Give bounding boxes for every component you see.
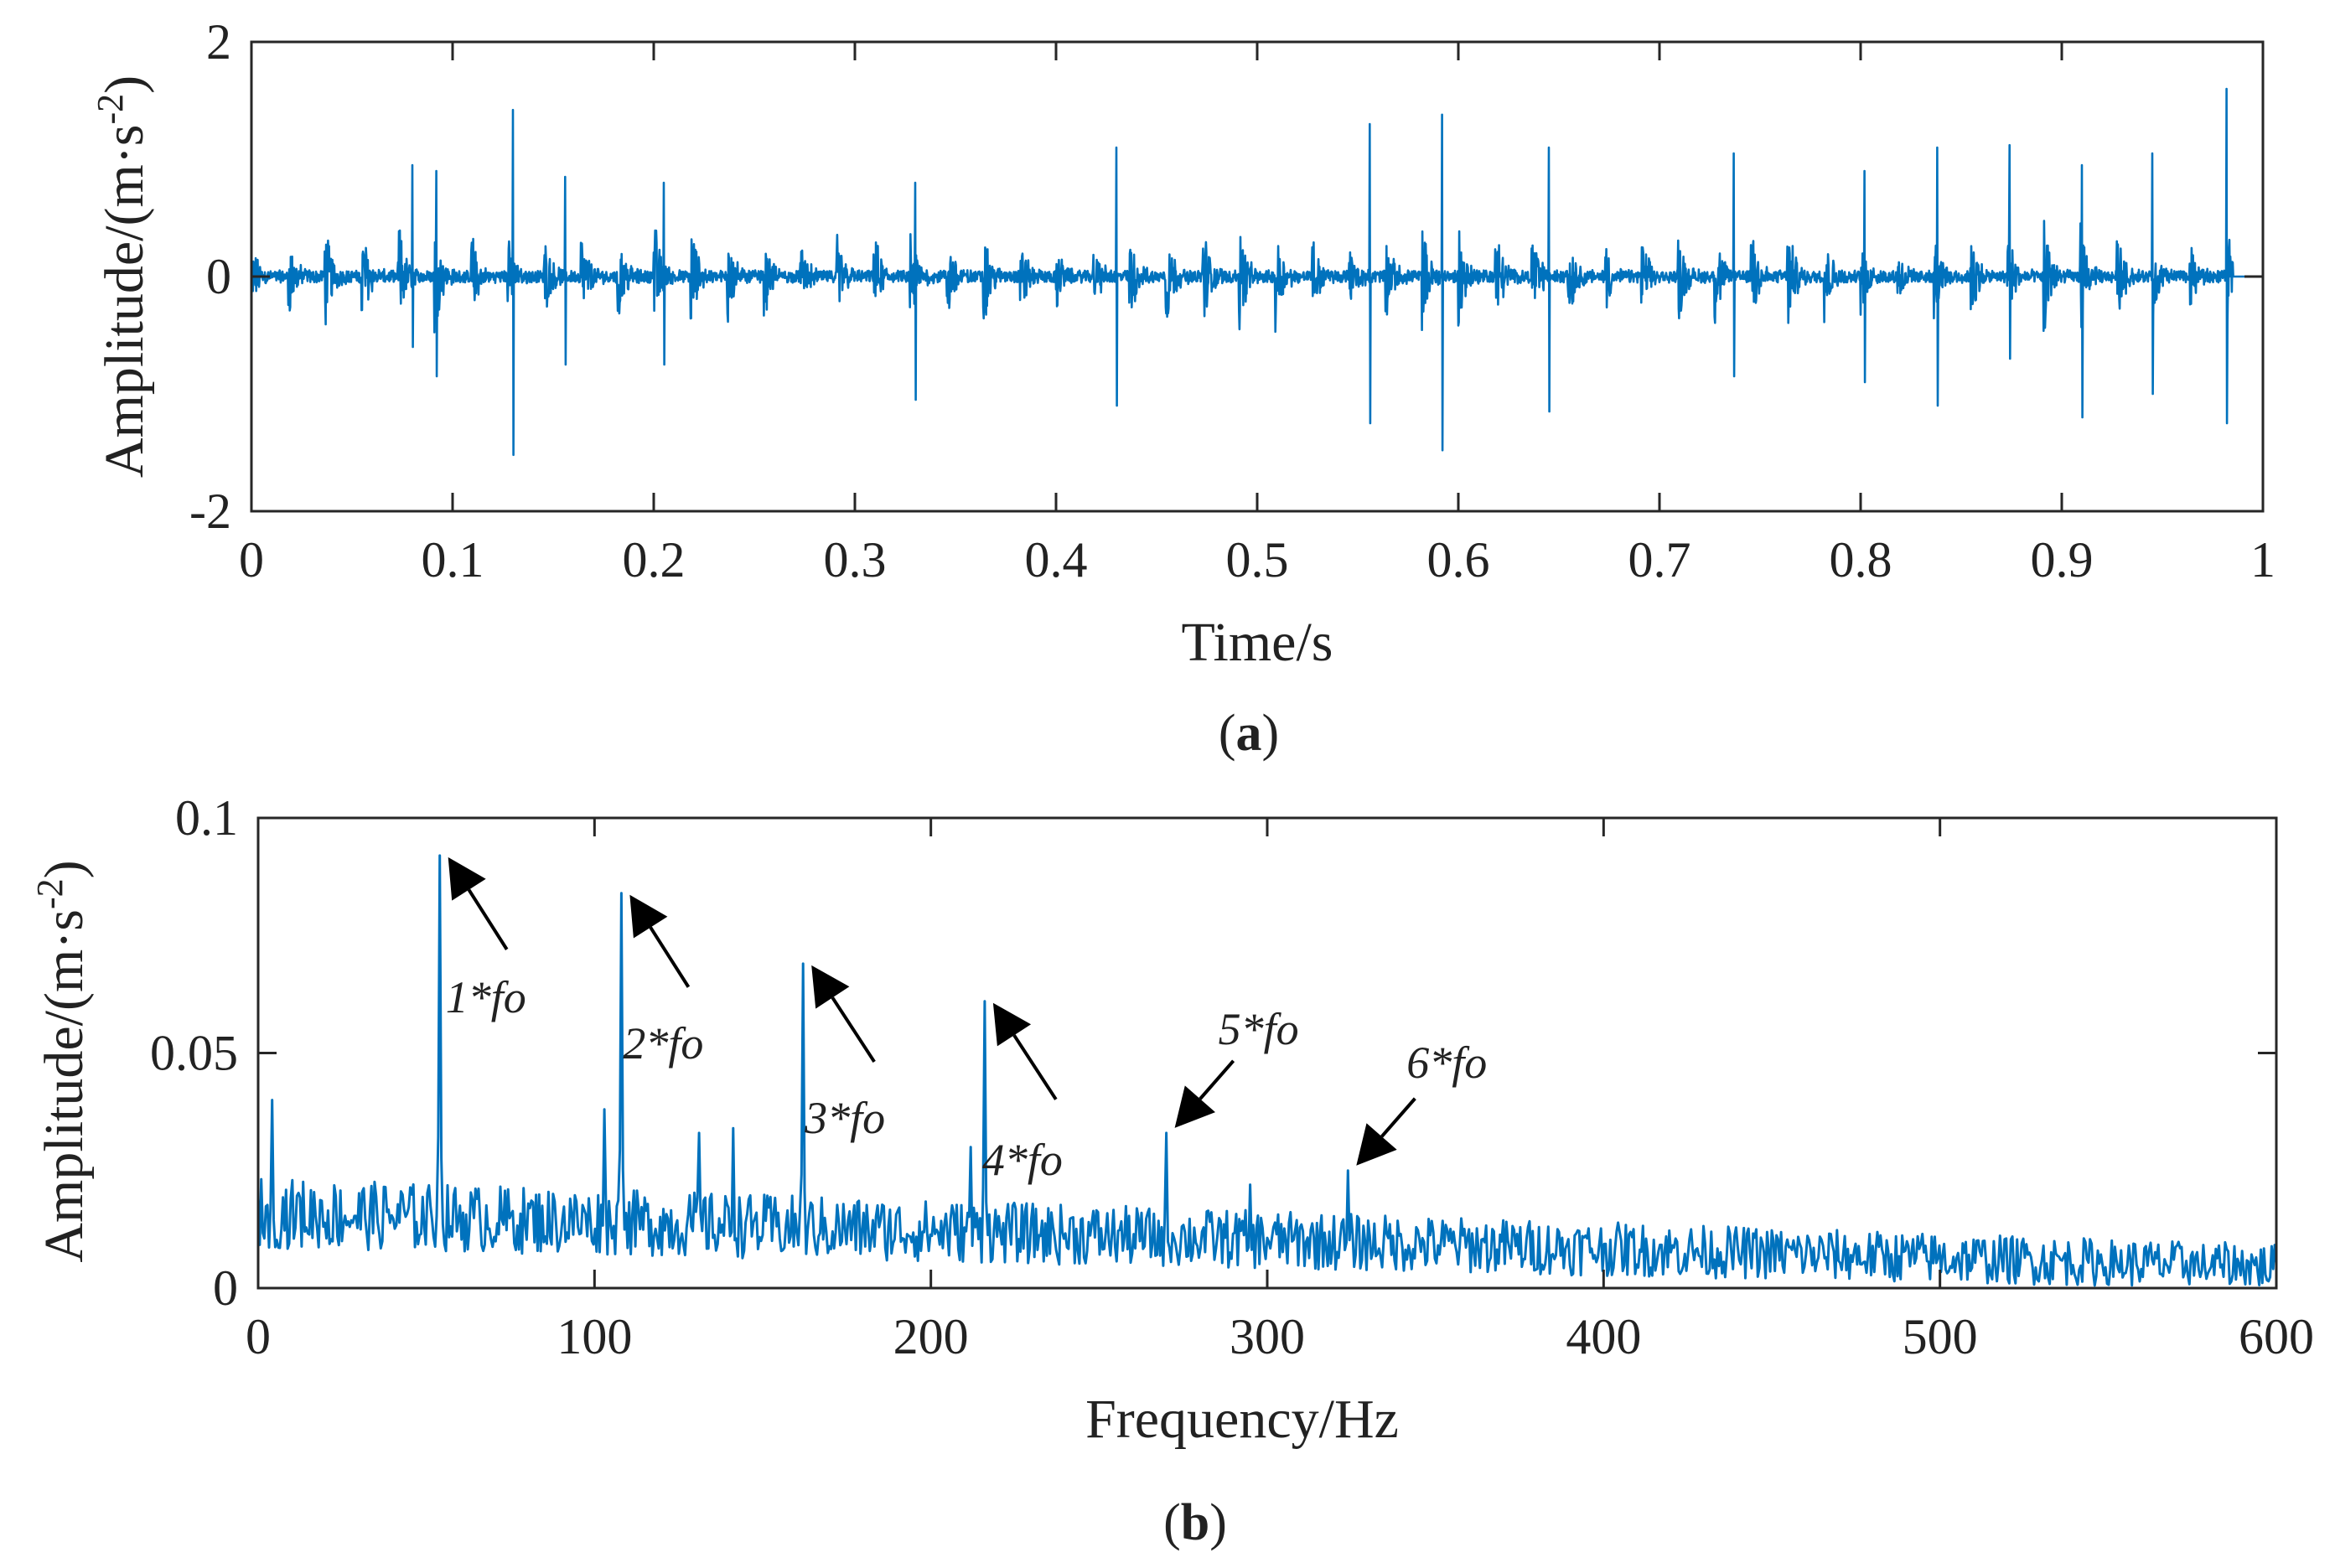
- panel-a-x-tick-label: 0.7: [1628, 532, 1691, 587]
- panel-a-x-tick-label: 0.3: [824, 532, 887, 587]
- panel-a-y-tick-label: 0: [206, 249, 231, 304]
- annotation-arrow-head: [992, 1002, 1032, 1047]
- panel-b-y-label-sup: -2: [29, 878, 70, 909]
- panel-b-series-line: [256, 854, 2278, 1287]
- panel-b-x-tick-label: 500: [1903, 1309, 1978, 1364]
- panel-a-x-tick-label: 0: [239, 532, 264, 587]
- annotation-label-1: 1*fo: [446, 972, 526, 1022]
- panel-b-letter: b: [1181, 1494, 1209, 1551]
- panel-a-y-label-close: ): [94, 75, 155, 94]
- panel-a-y-tick-label: 2: [206, 14, 231, 70]
- panel-b-y-tick-label: 0.05: [150, 1026, 238, 1081]
- panel-a-label: (a): [1219, 705, 1279, 762]
- annotation-label-6: 6*fo: [1406, 1038, 1487, 1088]
- panel-a-ticks: 0 0.1 0.2 0.3 0.4 0.5 0.6 0.7 0.8 0.9 1-202: [189, 14, 2275, 587]
- panel-b-y-label-close: ): [34, 860, 95, 878]
- panel-b-x-tick-label: 300: [1230, 1309, 1305, 1364]
- panel-b-series-group: [256, 854, 2278, 1287]
- panel-a-x-tick-label: 1: [2250, 532, 2275, 587]
- panel-a-time-signal: 0 0.1 0.2 0.3 0.4 0.5 0.6 0.7 0.8 0.9 1-202 Time/s…: [90, 14, 2275, 762]
- annotation-arrow-head: [1174, 1085, 1215, 1128]
- annotation-arrow-head: [448, 856, 486, 901]
- panel-a-paren-close: ): [1262, 705, 1280, 762]
- panel-b-x-tick-label: 100: [557, 1309, 632, 1364]
- annotation-arrow-shaft: [1199, 1059, 1235, 1100]
- panel-b-x-tick-label: 600: [2239, 1309, 2314, 1364]
- panel-b-envelope-spectrum: 0 100 200 300 400 500 600 0 0.05 0.1 1*fo 2*fo 3*fo…: [29, 790, 2314, 1551]
- annotation-arrow-head: [629, 894, 668, 939]
- annotation-arrow-head: [1356, 1123, 1397, 1166]
- annotation-arrow-shaft: [1012, 1034, 1058, 1100]
- panel-a-series-group: [250, 87, 2264, 457]
- panel-b-paren-close: ): [1209, 1494, 1227, 1551]
- panel-b-x-tick-label: 0: [246, 1309, 271, 1364]
- annotation-arrow-head: [811, 965, 850, 1009]
- panel-b-paren-open: (: [1163, 1494, 1181, 1551]
- panel-a-y-axis-label: Amplitude/(m·s-2): [90, 75, 155, 478]
- panel-b-y-axis-label: Amplitude/(m·s-2): [29, 860, 95, 1262]
- panel-b-ticks: 0 100 200 300 400 500 600 0 0.05 0.1: [150, 790, 2314, 1364]
- panel-a-x-tick-label: 0.6: [1427, 532, 1490, 587]
- panel-a-x-tick-label: 0.9: [2031, 532, 2094, 587]
- panel-b-annotations: 1*fo 2*fo 3*fo 4*fo 5*fo 6*fo: [446, 856, 1487, 1185]
- panel-a-x-tick-label: 0.5: [1226, 532, 1289, 587]
- panel-a-letter: a: [1236, 705, 1262, 762]
- panel-a-x-tick-label: 0.4: [1025, 532, 1088, 587]
- panel-a-y-tick-label: -2: [189, 484, 231, 539]
- panel-b-x-axis-label: Frequency/Hz: [1085, 1389, 1399, 1450]
- panel-a-x-tick-label: 0.2: [623, 532, 686, 587]
- panel-b-x-tick-label: 400: [1566, 1309, 1641, 1364]
- panel-a-paren-open: (: [1219, 705, 1236, 762]
- panel-a-series-line: [250, 87, 2264, 457]
- panel-a-x-axis-label: Time/s: [1182, 612, 1333, 673]
- panel-b-y-tick-label: 0.1: [175, 790, 238, 846]
- panel-b-x-tick-label: 200: [893, 1309, 969, 1364]
- annotation-label-5: 5*fo: [1219, 1004, 1299, 1054]
- annotation-arrow-shaft: [649, 926, 691, 988]
- panel-a-x-tick-label: 0.1: [422, 532, 484, 587]
- annotation-arrow-shaft: [1380, 1097, 1416, 1138]
- panel-b-label: (b): [1163, 1494, 1227, 1551]
- annotation-label-4: 4*fo: [982, 1135, 1063, 1185]
- annotation-label-3: 3*fo: [804, 1093, 885, 1143]
- panel-a-y-label-main: Amplitude/(m·s: [94, 125, 155, 479]
- panel-b-y-label-main: Amplitude/(m·s: [34, 909, 95, 1263]
- panel-b-y-tick-label: 0: [213, 1260, 238, 1316]
- panel-a-y-label-sup: -2: [90, 94, 131, 125]
- annotation-arrow-shaft: [831, 996, 876, 1063]
- annotation-arrow-shaft: [467, 888, 509, 950]
- annotation-label-2: 2*fo: [623, 1018, 703, 1069]
- panel-a-x-tick-label: 0.8: [1830, 532, 1892, 587]
